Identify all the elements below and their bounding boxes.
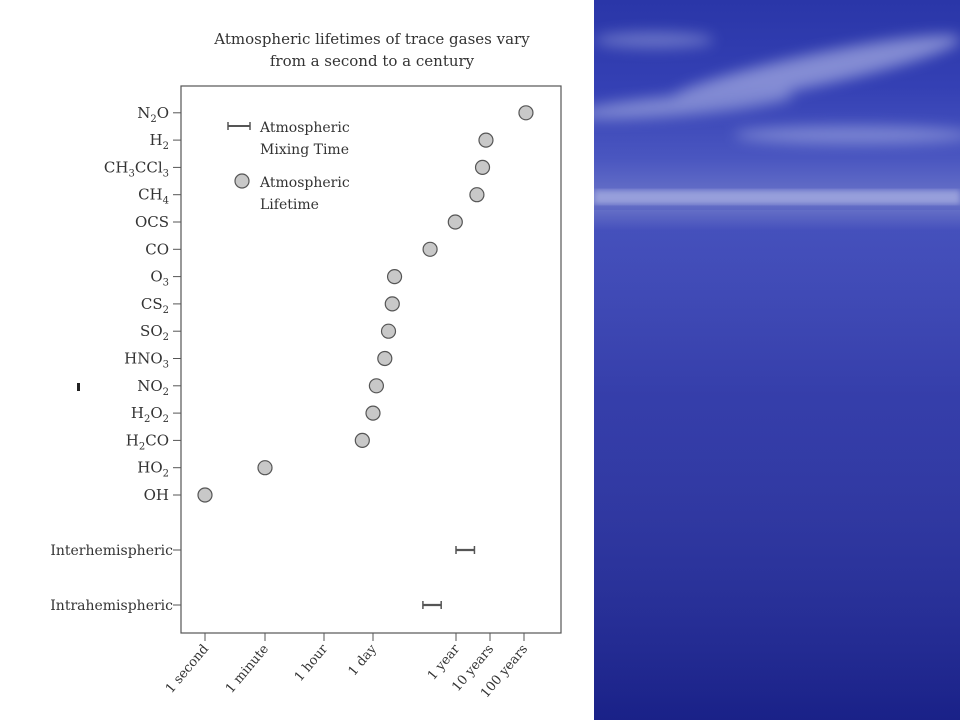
y-tick-label-cs2: CS2 xyxy=(141,295,169,316)
y-tick-label-ocs: OCS xyxy=(135,213,169,231)
data-point-n2o xyxy=(518,105,534,121)
y-tick-label-so2: SO2 xyxy=(140,322,169,343)
y-tick-label-h2: H2 xyxy=(150,131,169,152)
y-tick-label-ho2: HO2 xyxy=(137,459,169,480)
legend-mixing-label-line-1: Atmospheric xyxy=(259,120,350,136)
y-tick-label-interhemispheric: Interhemispheric xyxy=(50,543,173,559)
data-point-cs2 xyxy=(384,296,400,312)
data-point-h2 xyxy=(478,132,494,148)
y-tick-label-hno3: HNO3 xyxy=(124,350,169,371)
y-tick-label-ch3ccl3: CH3CCl3 xyxy=(104,158,169,179)
x-tick-label-1-hour: 1 hour xyxy=(292,641,332,684)
legend-lifetime-label-line-1: Atmospheric xyxy=(259,175,350,191)
y-tick-label-h2co: H2CO xyxy=(126,431,169,452)
y-tick-label-h2o2: H2O2 xyxy=(131,404,169,425)
data-point-ch3ccl3 xyxy=(474,159,491,175)
y-tick-label-o3: O3 xyxy=(150,268,169,289)
sky-ocean-background-image xyxy=(594,0,960,720)
data-point-no2 xyxy=(368,378,384,394)
data-point-h2o2 xyxy=(365,405,381,421)
data-point-ocs xyxy=(447,214,463,230)
y-tick-label-n2o: N2O xyxy=(137,104,169,125)
y-tick-label-no2: NO2 xyxy=(137,377,169,398)
x-tick-label-1-day: 1 day xyxy=(346,641,381,679)
stray-mark xyxy=(77,383,80,391)
data-point-ch4 xyxy=(469,187,485,203)
y-tick-label-intrahemispheric: Intrahemispheric xyxy=(50,598,173,614)
x-tick-label-1-minute: 1 minute xyxy=(223,642,272,697)
cloud-decoration xyxy=(594,32,960,720)
legend-lifetime-marker xyxy=(234,173,250,189)
data-point-ho2 xyxy=(257,460,273,476)
y-tick-label-oh: OH xyxy=(144,486,169,504)
data-point-o3 xyxy=(386,269,403,285)
legend-mixing-label-line-2: Mixing Time xyxy=(260,142,349,158)
chart-title-line-2: from a second to a century xyxy=(270,52,475,70)
data-point-so2 xyxy=(380,323,397,339)
plot-frame xyxy=(180,85,562,634)
lifetime-chart: Atmospheric lifetimes of trace gases var… xyxy=(50,30,562,701)
data-point-co xyxy=(422,241,438,257)
data-point-h2co xyxy=(354,432,370,448)
x-tick-label-1-second: 1 second xyxy=(163,642,212,697)
data-point-hno3 xyxy=(377,350,393,367)
data-point-oh xyxy=(197,487,213,503)
y-tick-label-co: CO xyxy=(145,240,169,258)
y-tick-label-ch4: CH4 xyxy=(138,186,169,207)
slide-chart-panel: Atmospheric lifetimes of trace gases var… xyxy=(50,30,562,702)
legend-lifetime-label-line-2: Lifetime xyxy=(260,197,319,213)
chart-title-line-1: Atmospheric lifetimes of trace gases var… xyxy=(213,30,530,48)
